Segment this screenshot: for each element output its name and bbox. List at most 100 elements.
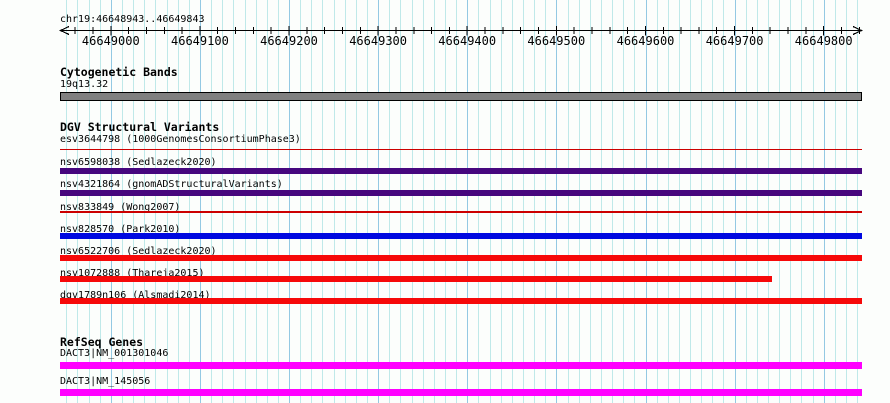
- track-label[interactable]: nsv6522706 (Sedlazeck2020): [60, 245, 217, 257]
- gridline-minor: [411, 0, 413, 403]
- gridline-minor: [834, 0, 836, 403]
- feature-bar[interactable]: [60, 388, 862, 396]
- gridline-minor: [66, 0, 68, 403]
- gridline-minor: [322, 0, 324, 403]
- gridline-minor: [456, 0, 458, 403]
- feature-bar[interactable]: [60, 232, 862, 239]
- gridline-major: [199, 0, 201, 403]
- gridline-minor: [857, 0, 859, 403]
- gridline-minor: [433, 0, 435, 403]
- gridline-minor: [400, 0, 402, 403]
- gridline-minor: [656, 0, 658, 403]
- gridline-minor: [77, 0, 79, 403]
- gridline-minor: [166, 0, 168, 403]
- track-label[interactable]: nsv828570 (Park2010): [60, 223, 181, 235]
- track-label[interactable]: dgv1789n106 (Alsmadi2014): [60, 289, 211, 301]
- gridline-minor: [756, 0, 758, 403]
- ruler-tick-label: 46649400: [438, 34, 497, 48]
- gridline-minor: [678, 0, 680, 403]
- gridline-minor: [779, 0, 781, 403]
- gridline-major: [110, 0, 112, 403]
- gridline-minor: [522, 0, 524, 403]
- gridline-minor: [812, 0, 814, 403]
- gridline-minor: [188, 0, 190, 403]
- gridline-major: [467, 0, 469, 403]
- gridline-minor: [344, 0, 346, 403]
- section-title: DGV Structural Variants: [60, 120, 220, 134]
- gridline-minor: [768, 0, 769, 403]
- gridline-major: [645, 0, 647, 403]
- ruler-tick-label: 46649000: [81, 34, 140, 48]
- cytoband-bar[interactable]: [60, 92, 862, 101]
- feature-bar[interactable]: [60, 148, 862, 150]
- gridline-minor: [701, 0, 703, 403]
- feature-bar[interactable]: [60, 297, 862, 304]
- track-label[interactable]: nsv4321864 (gnomADStructuralVariants): [60, 179, 283, 190]
- gridline-minor: [745, 0, 747, 403]
- track-label[interactable]: DACT3|NM_145056: [60, 376, 151, 387]
- gridline-minor: [177, 0, 179, 403]
- ruler-tick-label: 46649700: [705, 34, 764, 48]
- track-label[interactable]: nsv833849 (Wong2007): [60, 201, 181, 213]
- gridline-minor: [88, 0, 90, 403]
- gridline-minor: [723, 0, 725, 403]
- ruler-tick-label: 46649300: [349, 34, 407, 48]
- gridline-minor: [244, 0, 246, 403]
- gridline-minor: [266, 0, 268, 403]
- gridline-minor: [277, 0, 279, 403]
- gridline-minor: [534, 0, 536, 403]
- gridline-minor: [478, 0, 480, 403]
- feature-bar[interactable]: [60, 254, 862, 261]
- gridline-minor: [690, 0, 691, 403]
- gridline-minor: [489, 0, 491, 403]
- gridline-major: [823, 0, 825, 403]
- gridline-minor: [311, 0, 313, 403]
- gridline-minor: [133, 0, 135, 403]
- gridline-minor: [389, 0, 391, 403]
- gridline-minor: [355, 0, 357, 403]
- feature-bar[interactable]: [60, 361, 862, 369]
- gridline-minor: [500, 0, 502, 403]
- gridline-minor: [846, 0, 847, 403]
- gridline-minor: [255, 0, 257, 403]
- gridline-minor: [300, 0, 302, 403]
- ruler-left-arrow-icon: [59, 25, 70, 36]
- gridline-major: [378, 0, 380, 403]
- ruler-tick-label: 46649100: [170, 34, 229, 48]
- gridline-minor: [99, 0, 101, 403]
- track-label[interactable]: DACT3|NM_001301046: [60, 347, 169, 359]
- ruler: [59, 25, 863, 36]
- feature-bar[interactable]: [60, 211, 862, 213]
- gridline-minor: [589, 0, 591, 403]
- track-label[interactable]: nsv6598038 (Sedlazeck2020): [60, 156, 217, 168]
- gridline-minor: [578, 0, 580, 403]
- gridline-major: [289, 0, 290, 403]
- feature-bar[interactable]: [60, 190, 862, 196]
- gridline-minor: [211, 0, 212, 403]
- ruler-tick-label: 46649600: [616, 34, 675, 48]
- feature-bar[interactable]: [60, 276, 772, 282]
- track-label[interactable]: esv3644798 (1000GenomesConsortiumPhase3): [60, 134, 301, 145]
- gridline-minor: [121, 0, 123, 403]
- section-title: Cytogenetic Bands: [60, 64, 178, 79]
- gridline-minor: [667, 0, 669, 403]
- gridline-minor: [222, 0, 224, 403]
- region-title: chr19:46648943..46649843: [60, 14, 205, 25]
- gridline-minor: [333, 0, 335, 403]
- gridline-minor: [233, 0, 235, 403]
- gridline-minor: [545, 0, 547, 403]
- gridline-minor: [144, 0, 146, 403]
- gridline-minor: [634, 0, 636, 403]
- gridline-major: [734, 0, 736, 403]
- gridline-minor: [511, 0, 513, 403]
- section-title: RefSeq Genes: [60, 335, 144, 349]
- gridline-minor: [801, 0, 803, 403]
- gridline-minor: [623, 0, 625, 403]
- gridline-minor: [367, 0, 368, 403]
- track-label[interactable]: nsv1072888 (Thareja2015): [60, 267, 205, 279]
- track-label[interactable]: 19q13.32: [60, 78, 109, 90]
- ruler-tick-label: 46649500: [527, 34, 586, 48]
- feature-bar[interactable]: [60, 167, 862, 174]
- gridline-major: [556, 0, 558, 403]
